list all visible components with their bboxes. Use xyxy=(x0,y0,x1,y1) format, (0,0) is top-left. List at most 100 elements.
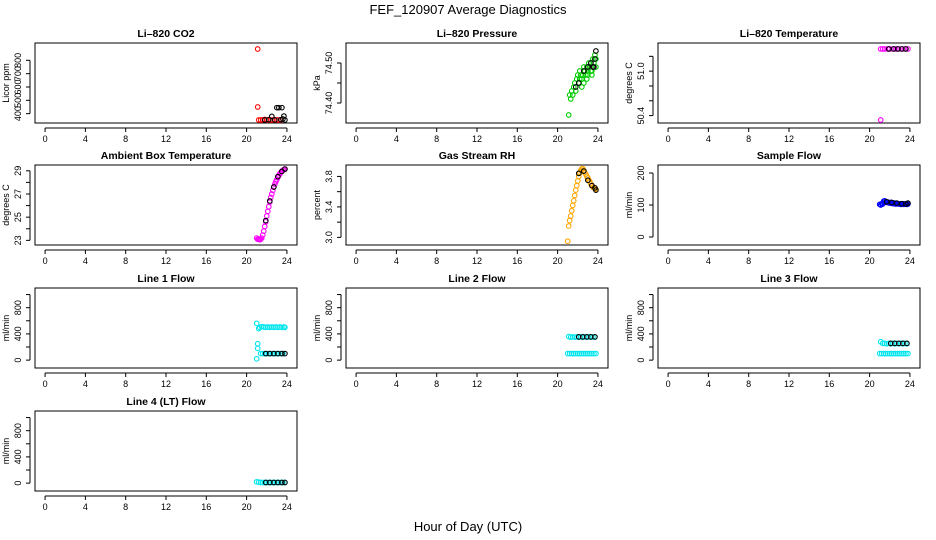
y-tick-label: 400 xyxy=(13,449,23,464)
data-series xyxy=(262,479,288,486)
data-point xyxy=(892,46,899,52)
data-point xyxy=(282,350,288,357)
x-tick-label: 16 xyxy=(512,256,522,266)
x-tick-label: 16 xyxy=(824,256,834,266)
plot-frame xyxy=(657,42,921,124)
data-point xyxy=(592,334,598,340)
data-point xyxy=(877,46,884,52)
data-series xyxy=(254,46,284,123)
y-tick-label: 29 xyxy=(13,166,23,176)
y-tick-label: 0 xyxy=(636,234,646,239)
x-tick-label: 12 xyxy=(161,256,171,266)
data-point xyxy=(262,350,269,357)
x-tick-label: 12 xyxy=(784,379,794,389)
data-point xyxy=(899,200,905,207)
data-point xyxy=(568,350,575,357)
data-point xyxy=(265,116,272,123)
data-point xyxy=(894,350,901,357)
plot-frame xyxy=(345,287,609,369)
x-tick-label: 4 xyxy=(83,502,88,512)
panel-title: Line 4 (LT) Flow xyxy=(126,396,206,408)
data-point xyxy=(578,84,585,90)
x-tick-label: 16 xyxy=(201,502,211,512)
data-point xyxy=(266,198,273,204)
y-axis-label: kPa xyxy=(312,75,322,91)
x-tick-label: 0 xyxy=(43,379,48,389)
y-tick-label: 25 xyxy=(13,212,23,222)
data-point xyxy=(276,104,282,111)
y-tick-label: 800 xyxy=(13,300,23,315)
data-point xyxy=(570,350,577,357)
data-point xyxy=(887,340,894,347)
data-point xyxy=(258,235,265,241)
data-point xyxy=(882,350,889,357)
data-point xyxy=(593,187,599,193)
x-tick-label: 20 xyxy=(553,379,563,389)
data-series xyxy=(564,165,599,245)
y-tick-label: 600 xyxy=(13,79,23,94)
y-tick-label: 3.0 xyxy=(324,231,334,244)
x-tick-label: 24 xyxy=(593,379,603,389)
data-point xyxy=(576,350,583,357)
y-axis-label: percent xyxy=(312,189,322,220)
x-tick-label: 4 xyxy=(394,134,399,144)
plot-frame xyxy=(34,42,298,124)
data-point xyxy=(574,178,581,184)
x-tick-label: 20 xyxy=(242,502,252,512)
x-tick-label: 0 xyxy=(666,379,671,389)
data-point xyxy=(566,350,573,357)
x-tick-label: 0 xyxy=(43,256,48,266)
data-point xyxy=(282,117,288,123)
data-point xyxy=(261,223,268,230)
data-point xyxy=(579,334,586,340)
data-point xyxy=(888,350,895,357)
y-tick-label: 800 xyxy=(636,300,646,315)
x-tick-label: 12 xyxy=(161,379,171,389)
y-tick-label: 700 xyxy=(13,66,23,81)
data-series xyxy=(885,46,909,52)
data-point xyxy=(282,324,288,331)
y-tick-label: 23 xyxy=(13,235,23,245)
data-point xyxy=(591,350,597,357)
panel-title: Line 1 Flow xyxy=(137,273,195,285)
panel-title: Gas Stream RH xyxy=(439,150,515,162)
x-tick-label: 4 xyxy=(83,256,88,266)
data-point xyxy=(593,64,599,70)
y-tick-label: 0 xyxy=(324,358,334,363)
data-point xyxy=(565,112,572,118)
data-series xyxy=(575,334,598,340)
x-tick-label: 16 xyxy=(201,134,211,144)
data-point xyxy=(254,340,261,347)
data-point xyxy=(571,192,578,199)
data-point xyxy=(572,350,579,357)
y-tick-label: 3.4 xyxy=(324,201,334,214)
figure-title: FEF_120907 Average Diagnostics xyxy=(369,2,567,17)
data-point xyxy=(279,479,285,486)
panel-title: Sample Flow xyxy=(757,150,822,162)
chart-panel: Sample Flow 0 4 8 12 16 20 24 0 100 200 ml/min xyxy=(624,150,921,266)
x-tick-label: 20 xyxy=(242,256,252,266)
x-tick-label: 12 xyxy=(784,134,794,144)
data-point xyxy=(568,207,575,214)
x-tick-label: 4 xyxy=(706,256,711,266)
data-series xyxy=(262,166,288,224)
data-point xyxy=(877,117,884,123)
plot-frame xyxy=(34,164,298,246)
data-point xyxy=(254,104,261,110)
data-point xyxy=(275,173,281,180)
data-point xyxy=(570,197,577,204)
data-point xyxy=(580,68,587,74)
x-tick-label: 20 xyxy=(865,379,875,389)
data-point xyxy=(580,168,587,174)
data-point xyxy=(905,350,911,357)
x-tick-label: 4 xyxy=(83,134,88,144)
data-point xyxy=(264,208,271,215)
x-tick-label: 8 xyxy=(746,379,751,389)
x-tick-label: 24 xyxy=(282,502,292,512)
data-point xyxy=(584,177,591,184)
x-tick-label: 0 xyxy=(43,502,48,512)
y-axis-label: ml/min xyxy=(312,315,322,342)
